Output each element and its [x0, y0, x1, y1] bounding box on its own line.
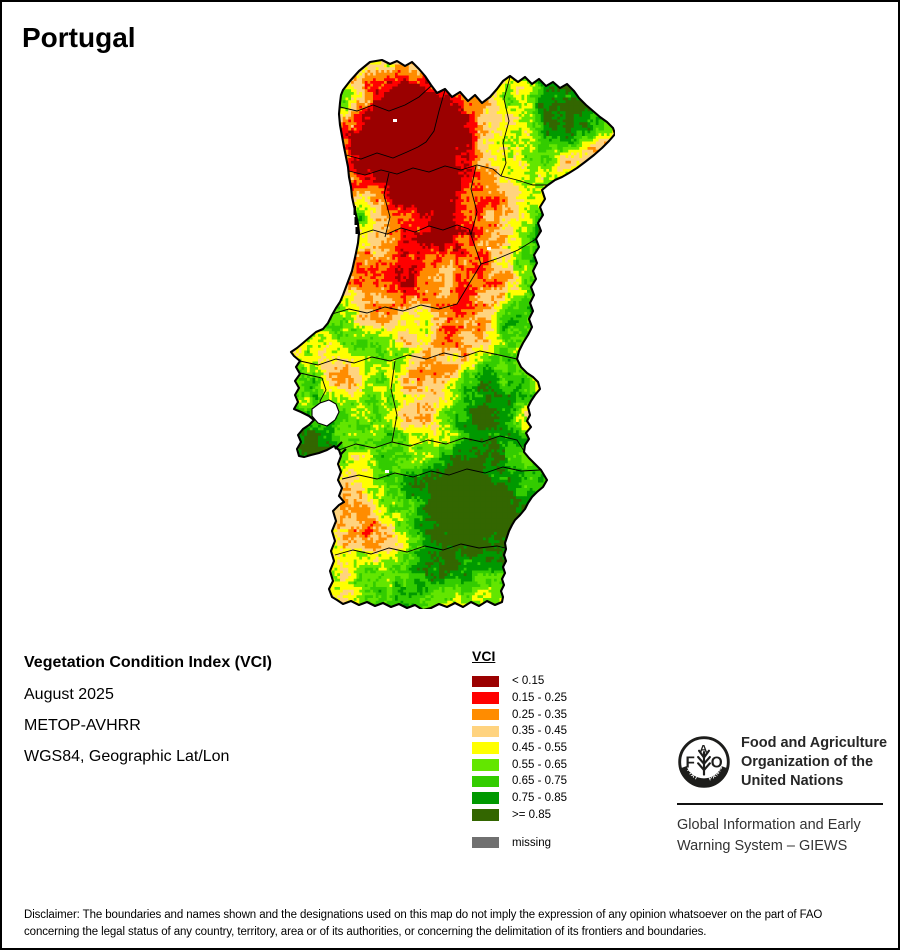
legend-swatch — [472, 708, 499, 721]
legend-class-label: 0.25 - 0.35 — [512, 708, 567, 721]
legend-class-label: 0.65 - 0.75 — [512, 775, 567, 788]
legend-class-label: >= 0.85 — [512, 808, 552, 821]
legend: VCI < 0.15 0.15 - 0.25 0.25 - 0.35 0.35 - 0… — [472, 648, 567, 851]
fao-emblem-band — [679, 765, 729, 787]
legend-row: < 0.15 — [472, 673, 567, 690]
legend-row: 0.65 - 0.75 — [472, 773, 567, 790]
legend-swatch — [472, 809, 499, 821]
legend-swatch — [472, 742, 499, 754]
legend-class-label: 0.45 - 0.55 — [512, 742, 567, 755]
legend-row: 0.45 - 0.55 — [472, 740, 567, 757]
map-period: August 2025 — [24, 686, 114, 703]
wheat-ear-icon — [697, 749, 711, 776]
fao-org-line: Food and Agriculture — [741, 735, 888, 751]
legend-swatch — [472, 836, 499, 849]
legend-class-label: 0.35 - 0.45 — [512, 725, 567, 738]
legend-row: 0.35 - 0.45 — [472, 723, 567, 740]
legend-rows: < 0.15 0.15 - 0.25 0.25 - 0.35 0.35 - 0.45 0… — [472, 673, 567, 851]
giews-name: Global Information and Early Warning Sys… — [677, 815, 861, 857]
giews-line: Global Information and Early — [677, 817, 861, 833]
portugal-vci-raster-map — [285, 59, 615, 609]
map-info-block: Vegetation Condition Index (VCI) August … — [24, 654, 272, 779]
map-projection: WGS84, Geographic Lat/Lon — [24, 748, 230, 765]
legend-row: 0.15 - 0.25 — [472, 690, 567, 707]
legend-title: VCI — [472, 648, 496, 664]
legend-class-label: 0.55 - 0.65 — [512, 758, 567, 771]
legend-missing-row: missing — [472, 834, 567, 851]
disclaimer-line: concerning the legal status of any count… — [24, 926, 707, 938]
fao-org-name: Food and Agriculture Organization of the… — [741, 734, 887, 791]
map-sensor: METOP-AVHRR — [24, 717, 141, 734]
fao-letter-a: A — [699, 744, 707, 756]
legend-swatch — [472, 775, 499, 788]
legend-class-label: 0.75 - 0.85 — [512, 792, 567, 805]
legend-class-label: 0.15 - 0.25 — [512, 692, 567, 705]
fao-emblem-icon: FIAT PANIS F O A — [678, 736, 730, 788]
legend-swatch — [472, 675, 499, 688]
legend-row: 0.55 - 0.65 — [472, 756, 567, 773]
fao-letter-f: F — [686, 754, 695, 771]
map-subtitle: Vegetation Condition Index (VCI) — [24, 654, 272, 671]
legend-class-label: missing — [512, 836, 551, 849]
disclaimer: Disclaimer: The boundaries and names sho… — [24, 907, 822, 941]
fao-letter-o: O — [711, 754, 723, 771]
legend-swatch — [472, 725, 499, 738]
disclaimer-line: Disclaimer: The boundaries and names sho… — [24, 909, 823, 921]
fao-logo: FIAT PANIS F O A — [677, 735, 731, 794]
fao-org-line: Organization of the — [741, 754, 874, 770]
fao-org-line: United Nations — [741, 773, 844, 789]
giews-line: Warning System – GIEWS — [677, 838, 848, 854]
page-title: Portugal — [22, 22, 136, 53]
legend-class-label: < 0.15 — [512, 675, 545, 688]
legend-row: 0.75 - 0.85 — [472, 790, 567, 807]
legend-row: 0.25 - 0.35 — [472, 706, 567, 723]
legend-swatch — [472, 792, 499, 804]
legend-swatch — [472, 759, 499, 771]
legend-swatch — [472, 692, 499, 704]
legend-row: >= 0.85 — [472, 807, 567, 824]
footer-divider — [677, 803, 883, 805]
